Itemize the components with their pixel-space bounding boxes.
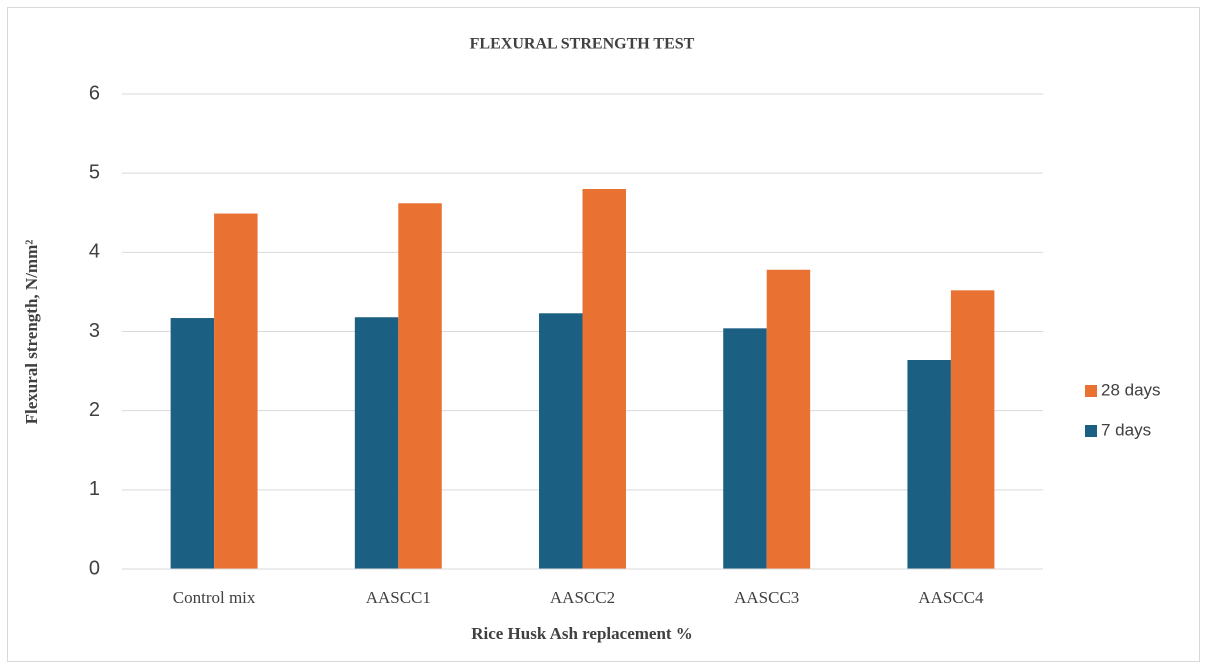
bar [354, 317, 399, 569]
legend-swatch [1085, 425, 1097, 437]
bar [723, 328, 767, 569]
y-tick-label: 1 [89, 478, 100, 500]
bar [170, 318, 215, 569]
y-tick-label: 2 [89, 399, 100, 421]
legend-swatch [1085, 385, 1097, 397]
bar [950, 290, 995, 569]
x-axis-title: Rice Husk Ash replacement % [471, 624, 693, 643]
bar [582, 189, 626, 569]
chart-title: FLEXURAL STRENGTH TEST [470, 36, 695, 53]
y-axis-title: Flexural strength, N/mm² [22, 240, 41, 425]
bar [398, 203, 442, 569]
legend-label: 7 days [1101, 420, 1151, 439]
x-tick-label: AASCC4 [918, 588, 984, 607]
legend-label: 28 days [1101, 380, 1161, 399]
y-tick-label: 4 [89, 241, 100, 263]
x-tick-label: AASCC3 [734, 588, 799, 607]
bar [907, 360, 951, 569]
x-tick-label: Control mix [173, 588, 256, 607]
bar [539, 313, 583, 569]
x-tick-label: AASCC1 [366, 588, 431, 607]
x-tick-label: AASCC2 [550, 588, 615, 607]
y-tick-label: 6 [89, 82, 100, 104]
bar [766, 269, 811, 569]
y-tick-label: 0 [89, 557, 100, 579]
bar [214, 213, 258, 569]
y-tick-label: 3 [89, 320, 100, 342]
y-tick-label: 5 [89, 161, 100, 183]
